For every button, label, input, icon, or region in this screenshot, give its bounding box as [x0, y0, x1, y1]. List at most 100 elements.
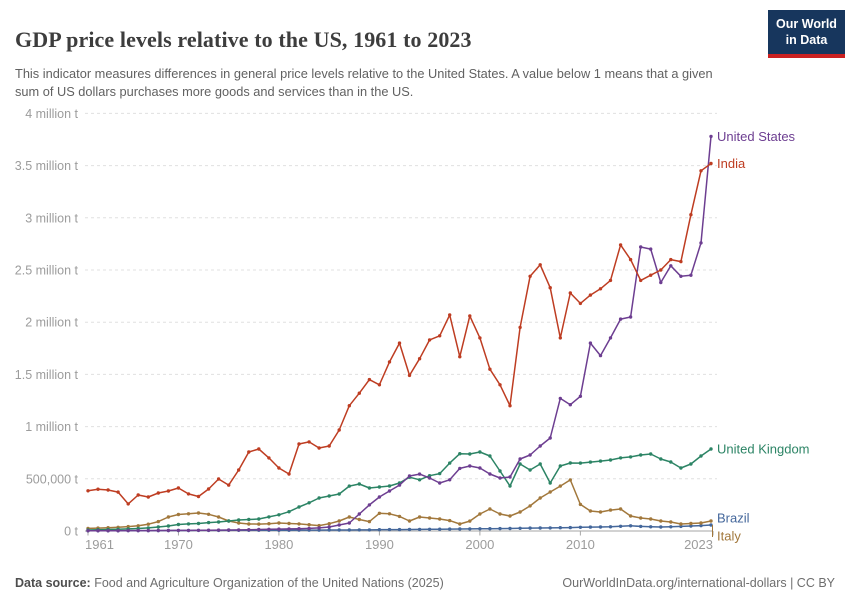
series-united-kingdom[interactable]: United Kingdom [86, 442, 810, 532]
data-point [186, 522, 191, 526]
data-point [126, 528, 130, 533]
data-point [528, 526, 532, 530]
data-point [126, 502, 130, 506]
data-point [367, 503, 372, 507]
data-point [649, 273, 653, 277]
data-point [287, 521, 291, 526]
data-point [347, 521, 351, 525]
series-label-brazil[interactable]: Brazil [717, 511, 750, 526]
data-point [206, 512, 211, 516]
x-axis-tick-label: 2023 [684, 537, 713, 552]
data-point [247, 450, 251, 454]
series-label-italy[interactable]: Italy [717, 528, 741, 543]
data-point [518, 457, 522, 461]
data-point [297, 522, 301, 526]
data-point [508, 484, 512, 488]
owid-logo[interactable]: Our World in Data [768, 10, 845, 59]
data-point [377, 383, 382, 387]
data-point [578, 525, 583, 529]
data-point [257, 447, 261, 451]
data-point [659, 268, 663, 272]
data-point [689, 462, 693, 466]
data-point [699, 241, 703, 245]
data-point [267, 456, 271, 460]
data-point [669, 460, 673, 464]
data-point [498, 512, 502, 516]
data-point [387, 489, 392, 493]
data-point [558, 464, 562, 468]
series-line-india[interactable] [87, 162, 712, 505]
data-point [608, 525, 613, 529]
data-point [367, 528, 372, 532]
data-point [649, 517, 653, 521]
data-point [146, 495, 150, 499]
data-point [227, 528, 231, 532]
y-axis-tick-label: 3 million t [25, 211, 78, 225]
data-source: Data source: Food and Agriculture Organi… [15, 576, 444, 590]
series-india[interactable]: India [86, 156, 746, 506]
data-point [689, 524, 693, 528]
data-point [417, 515, 422, 519]
data-point [247, 522, 251, 526]
series-label-india[interactable]: India [717, 156, 746, 171]
data-point [639, 524, 643, 529]
data-point [488, 527, 492, 531]
series-united-states[interactable]: United States [86, 129, 796, 533]
data-point [367, 519, 372, 524]
data-point [176, 486, 181, 490]
series-italy[interactable]: Italy [86, 478, 741, 543]
series-label-united-kingdom[interactable]: United Kingdom [717, 442, 810, 457]
data-point [618, 507, 623, 511]
data-point [448, 461, 452, 465]
data-point [307, 523, 311, 527]
data-point [347, 515, 351, 519]
data-point [548, 436, 552, 440]
attribution-link[interactable]: OurWorldInData.org/international-dollars… [562, 576, 835, 590]
data-point [699, 523, 703, 528]
data-point [417, 472, 422, 476]
data-point [568, 291, 572, 295]
series-label-united-states[interactable]: United States [717, 129, 796, 144]
data-point [377, 511, 382, 515]
data-point [508, 404, 512, 408]
data-point [427, 516, 432, 520]
data-point [488, 507, 492, 511]
data-point [578, 394, 583, 398]
data-point [427, 527, 432, 531]
data-point [448, 313, 452, 317]
data-point [86, 489, 90, 493]
data-point [307, 440, 311, 444]
data-point [387, 360, 392, 364]
data-point [227, 519, 231, 523]
owid-logo-line1: Our World [776, 17, 837, 31]
chart-subtitle: This indicator measures differences in g… [15, 65, 713, 99]
data-point [176, 522, 181, 527]
data-point [176, 528, 181, 533]
data-point [689, 521, 693, 526]
data-point [227, 483, 231, 487]
data-point [397, 483, 402, 487]
data-point [618, 243, 623, 247]
data-point [558, 484, 562, 488]
data-point [458, 466, 462, 471]
data-point [337, 523, 341, 527]
x-axis-tick-label: 1961 [85, 537, 114, 552]
data-point [528, 453, 532, 457]
data-point [508, 475, 512, 479]
data-point [116, 490, 120, 494]
data-point [679, 466, 683, 470]
data-point [588, 525, 593, 529]
data-point [377, 528, 382, 532]
data-point [498, 469, 502, 473]
data-point [327, 494, 331, 498]
data-point [669, 257, 673, 262]
data-point [156, 491, 160, 495]
series-line-united-states[interactable] [88, 136, 712, 532]
data-point [166, 524, 171, 528]
series-line-italy[interactable] [87, 479, 712, 530]
data-point [347, 528, 351, 532]
data-point [709, 447, 713, 451]
data-point [518, 325, 522, 330]
data-point [96, 529, 100, 533]
